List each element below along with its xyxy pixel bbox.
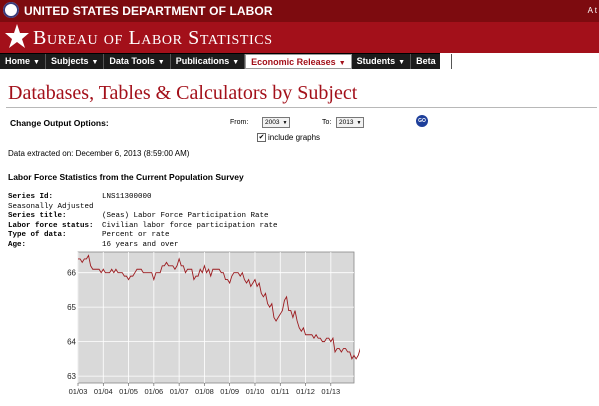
seasonal-note: Seasonally Adjusted <box>8 202 94 211</box>
x-tick-label: 01/11 <box>271 387 289 396</box>
nav-item-label: Beta <box>416 56 436 66</box>
dol-name-link[interactable]: UNITED STATES DEPARTMENT OF LABOR <box>24 4 273 18</box>
caret-down-icon: ▼ <box>91 59 99 66</box>
dol-seal-icon[interactable] <box>3 2 19 18</box>
to-year-select[interactable]: 2013 ▼ <box>336 117 365 128</box>
include-graphs-label[interactable]: include graphs <box>268 133 321 142</box>
nav-item-publications[interactable]: Publications ▼ <box>171 54 246 69</box>
x-tick-label: 01/08 <box>195 387 214 396</box>
x-tick-label: 01/05 <box>119 387 138 396</box>
y-tick-label: 65 <box>67 303 76 312</box>
nav-item-label: Home <box>5 56 31 66</box>
nav-item-label: Subjects <box>50 56 89 66</box>
age-key: Age: <box>8 240 27 249</box>
page-title: Databases, Tables & Calculators by Subje… <box>8 82 358 104</box>
nav-item-subjects[interactable]: Subjects ▼ <box>46 54 105 69</box>
type-value: Percent or rate <box>102 231 170 240</box>
caret-down-icon: ▼ <box>232 59 240 66</box>
caret-down-icon: ▼ <box>398 59 406 66</box>
caret-down-icon: ▼ <box>157 59 165 66</box>
x-tick-label: 01/06 <box>144 387 163 396</box>
bls-star-icon[interactable] <box>4 22 30 52</box>
x-tick-label: 01/07 <box>170 387 189 396</box>
series-line-participation-rate <box>78 254 393 384</box>
to-year-value: 2013 <box>339 119 354 126</box>
nav-item-data-tools[interactable]: Data Tools ▼ <box>104 54 171 69</box>
series-id-value: LNS11300000 <box>102 193 152 201</box>
x-tick-label: 01/04 <box>94 387 113 396</box>
dol-header-bar: UNITED STATES DEPARTMENT OF LABOR A t <box>0 0 599 22</box>
nav-item-label: Data Tools <box>109 56 155 66</box>
x-tick-label: 01/13 <box>321 387 340 396</box>
lf-status-value: Civilian labor force participation rate <box>102 221 278 230</box>
dropdown-arrow-icon: ▼ <box>282 120 288 126</box>
series-heading: Labor Force Statistics from the Current … <box>8 172 244 182</box>
y-tick-label: 66 <box>67 269 76 278</box>
nav-item-students[interactable]: Students ▼ <box>352 54 412 69</box>
change-output-label: Change Output Options: <box>10 118 109 128</box>
include-graphs-checkbox[interactable]: ✔ <box>257 133 266 142</box>
caret-down-icon: ▼ <box>33 59 40 66</box>
go-button[interactable]: GO <box>416 115 428 127</box>
from-label: From: <box>230 119 249 126</box>
to-label: To: <box>322 119 332 126</box>
plot-area <box>77 251 355 384</box>
x-tick-label: 01/09 <box>220 387 239 396</box>
x-tick-label: 01/12 <box>296 387 315 396</box>
nav-item-label: Economic Releases <box>251 57 336 67</box>
series-id-key: Series Id: <box>8 193 54 201</box>
bls-title[interactable]: Bureau of Labor Statistics <box>33 27 273 49</box>
y-tick-label: 63 <box>67 372 76 381</box>
from-year-value: 2003 <box>265 119 280 126</box>
data-extracted-text: Data extracted on: December 6, 2013 (8:5… <box>8 149 190 158</box>
x-tick-label: 01/03 <box>69 387 88 396</box>
nav-item-home[interactable]: Home ▼ <box>0 54 46 69</box>
caret-down-icon: ▼ <box>438 59 446 66</box>
caret-down-icon: ▼ <box>338 60 346 67</box>
nav-item-label: Students <box>356 56 396 66</box>
series-title-value: (Seas) Labor Force Participation Rate <box>102 212 269 221</box>
type-key: Type of data: <box>8 231 67 240</box>
chart-svg: 63 64 65 66 01/03 01/04 01/05 01/06 01/07 01/08 01… <box>67 251 393 396</box>
y-tick-label: 64 <box>67 338 76 347</box>
corner-text[interactable]: A t <box>587 6 597 15</box>
nav-item-beta[interactable]: Beta ▼ <box>411 54 452 69</box>
title-divider <box>6 107 597 108</box>
participation-rate-chart: 63 64 65 66 01/03 01/04 01/05 01/06 01/07 01/08 01… <box>66 250 393 401</box>
series-title-key: Series title: <box>8 212 67 221</box>
lf-status-key: Labor force status: <box>8 221 94 230</box>
include-graphs-option[interactable]: ✔ include graphs <box>257 133 320 142</box>
main-nav: Home ▼ Subjects ▼ Data Tools ▼ Publications ▼ Ec… <box>0 53 452 69</box>
bls-banner: Bureau of Labor Statistics <box>0 22 599 53</box>
nav-item-economic-releases[interactable]: Economic Releases ▼ <box>245 54 352 69</box>
from-year-select[interactable]: 2003 ▼ <box>262 117 291 128</box>
series-metadata: Series Id: LNS11300000 Seasonally Adjuste… <box>8 193 278 251</box>
x-tick-label: 01/10 <box>246 387 265 396</box>
dropdown-arrow-icon: ▼ <box>356 120 362 126</box>
nav-item-label: Publications <box>175 56 230 66</box>
age-value: 16 years and over <box>102 240 179 249</box>
